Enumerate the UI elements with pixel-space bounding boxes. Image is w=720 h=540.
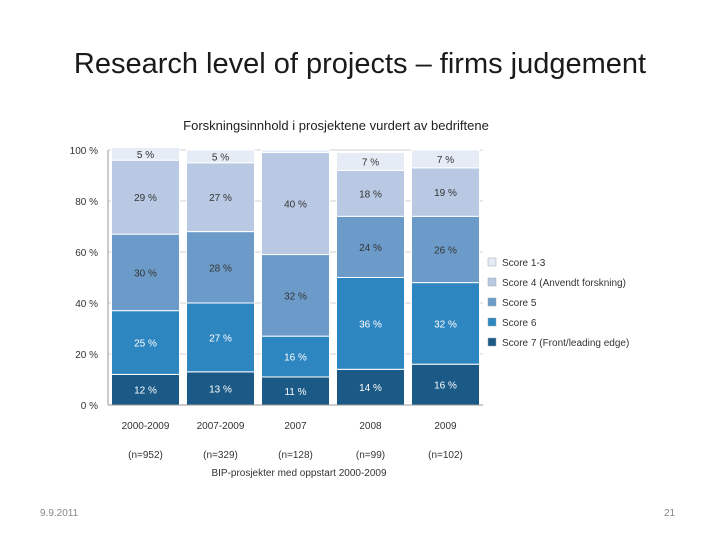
bar-segment — [411, 149, 480, 169]
data-label: 27 % — [209, 193, 232, 204]
data-label: 7 % — [437, 155, 454, 166]
bar-segment — [336, 152, 405, 171]
data-label: 25 % — [134, 339, 157, 350]
sample-size-label: (n=99) — [356, 450, 385, 461]
x-tick-label: 2009 — [434, 421, 457, 432]
legend-swatch — [487, 277, 497, 287]
y-tick-label: 80 % — [75, 197, 98, 208]
sample-size-label: (n=128) — [278, 450, 313, 461]
slide-title: Research level of projects – firms judge… — [73, 48, 647, 80]
data-label: 18 % — [359, 189, 382, 200]
legend-label: Score 5 — [502, 298, 537, 309]
data-label: 7 % — [362, 157, 379, 168]
y-tick-label: 20 % — [75, 350, 98, 361]
legend-swatch — [487, 297, 497, 307]
y-tick-label: 100 % — [70, 146, 98, 157]
footer-date: 9.9.2011 — [40, 508, 79, 519]
data-label: 26 % — [434, 245, 457, 256]
legend-label: Score 7 (Front/leading edge) — [502, 338, 629, 349]
chart-svg: Forskningsinnhold i prosjektene vurdert … — [70, 118, 630, 479]
data-label: 5 % — [212, 152, 229, 163]
sample-size-label: (n=329) — [203, 450, 238, 461]
bar-segment — [411, 363, 480, 406]
bar-segment — [336, 215, 405, 279]
data-label: 36 % — [359, 319, 382, 330]
sample-size-label: (n=952) — [128, 450, 163, 461]
x-tick-label: 2008 — [359, 421, 382, 432]
sample-size-label: (n=102) — [428, 450, 463, 461]
legend-label: Score 6 — [502, 318, 537, 329]
bar-segment — [186, 302, 255, 373]
bar-segment — [111, 310, 180, 375]
bar-segment — [411, 167, 480, 217]
y-tick-label: 0 % — [81, 401, 98, 412]
bars: 12 % 25 % 30 % 29 % 5 % 13 % 27 % 28 % 27 % 5 % 11… — [111, 146, 480, 406]
x-tick-label: 2000-2009 — [122, 421, 170, 432]
data-label: 30 % — [134, 268, 157, 279]
data-label: 5 % — [137, 150, 154, 161]
data-label: 11 % — [284, 387, 306, 398]
x-axis-label: BIP-prosjekter med oppstart 2000-2009 — [211, 468, 387, 479]
bar-segment — [111, 233, 180, 312]
data-label: 28 % — [209, 263, 232, 274]
x-axis: 2000-2009 (n=952) 2007-2009 (n=329) 2007 (n=1… — [122, 421, 463, 461]
legend-swatch — [487, 337, 497, 347]
data-label: 24 % — [359, 243, 382, 254]
x-tick-label: 2007-2009 — [197, 421, 245, 432]
data-label: 32 % — [434, 319, 457, 330]
legend: Score 1-3 Score 4 (Anvendt forskning) Scor… — [487, 257, 629, 349]
legend-label: Score 4 (Anvendt forskning) — [502, 278, 626, 289]
chart-title: Forskningsinnhold i prosjektene vurdert … — [183, 118, 489, 133]
legend-swatch — [487, 317, 497, 327]
data-label: 29 % — [134, 193, 157, 204]
legend-swatch — [487, 257, 497, 267]
bar-segment — [186, 162, 255, 233]
stacked-bar-chart: Forskningsinnhold i prosjektene vurdert … — [60, 110, 660, 490]
bar-segment — [261, 152, 330, 256]
data-label: 27 % — [209, 333, 232, 344]
y-tick-label: 60 % — [75, 248, 98, 259]
legend-label: Score 1-3 — [502, 258, 546, 269]
page-number: 21 — [664, 508, 676, 519]
bar-segment — [411, 215, 480, 284]
bar-segment — [261, 149, 330, 154]
bar-segment — [261, 254, 330, 337]
data-label: 12 % — [134, 386, 157, 397]
y-axis: 0 % 20 % 40 % 60 % 80 % 100 % — [70, 146, 483, 412]
data-label: 16 % — [434, 381, 457, 392]
bar-segment — [411, 282, 480, 365]
data-label: 14 % — [359, 383, 382, 394]
x-tick-label: 2007 — [284, 421, 307, 432]
data-label: 13 % — [209, 384, 232, 395]
bar-segment — [111, 146, 180, 161]
data-label: 16 % — [284, 353, 307, 364]
bar-segment — [336, 277, 405, 370]
bar-segment — [261, 335, 330, 378]
bar-segment — [186, 149, 255, 164]
bar-segment — [336, 169, 405, 217]
data-label: 32 % — [284, 291, 307, 302]
data-label: 19 % — [434, 188, 457, 199]
data-label: 40 % — [284, 200, 307, 211]
y-tick-label: 40 % — [75, 299, 98, 310]
